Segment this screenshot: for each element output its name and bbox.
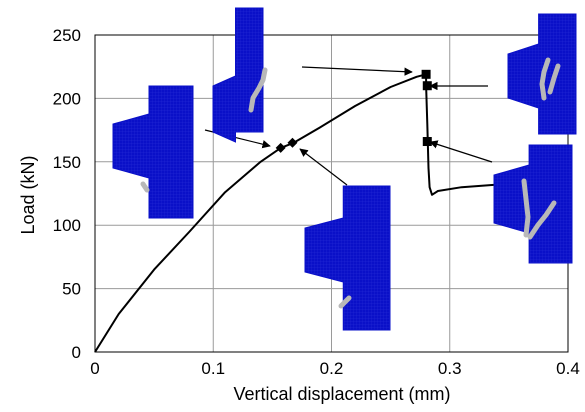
y-tick-label: 250 — [53, 26, 81, 45]
mesh-shape — [493, 144, 573, 264]
square-marker — [422, 137, 432, 147]
arrows — [204, 66, 493, 186]
markers — [275, 69, 432, 153]
leader-arrow — [429, 140, 493, 163]
mesh-shape — [112, 85, 194, 219]
crack-inset-peak — [304, 185, 391, 331]
square-marker — [422, 81, 432, 91]
x-tick-label: 0.1 — [201, 359, 225, 378]
series-line — [94, 73, 498, 353]
x-tick-label: 0.3 — [438, 359, 462, 378]
y-tick-label: 200 — [53, 89, 81, 108]
x-tick-label: 0 — [90, 359, 99, 378]
leader-arrow — [301, 66, 413, 76]
crack-inset-early — [212, 7, 268, 143]
x-tick-label: 0.2 — [320, 359, 344, 378]
x-axis-label: Vertical displacement (mm) — [233, 384, 450, 404]
crack-path — [338, 295, 352, 309]
leader-arrow — [299, 148, 348, 186]
crack-path — [539, 57, 551, 101]
mesh-shape — [304, 185, 391, 331]
mesh-shape — [212, 7, 264, 143]
y-tick-label: 100 — [53, 216, 81, 235]
crack-path — [248, 67, 268, 113]
square-marker — [421, 69, 431, 79]
y-axis-label: Load (kN) — [18, 155, 38, 234]
diamond-marker — [275, 142, 286, 153]
y-tick-label: 50 — [62, 280, 81, 299]
crack-path — [547, 63, 561, 95]
crack-path — [527, 200, 557, 240]
insets — [112, 7, 577, 331]
diamond-marker — [287, 137, 298, 148]
y-tick-label: 150 — [53, 153, 81, 172]
crack-inset-midpeak — [507, 13, 577, 135]
curve — [94, 73, 498, 353]
crack-path — [140, 181, 150, 193]
crack-inset-post-peak — [493, 144, 573, 264]
tick-labels: 0 0.1 0.2 0.3 0.4 0 50 100 150 200 250 — [53, 26, 580, 378]
y-tick-label: 0 — [72, 343, 81, 362]
x-tick-label: 0.4 — [556, 359, 580, 378]
crack-path — [521, 178, 531, 238]
crack-inset-initial — [112, 85, 194, 219]
